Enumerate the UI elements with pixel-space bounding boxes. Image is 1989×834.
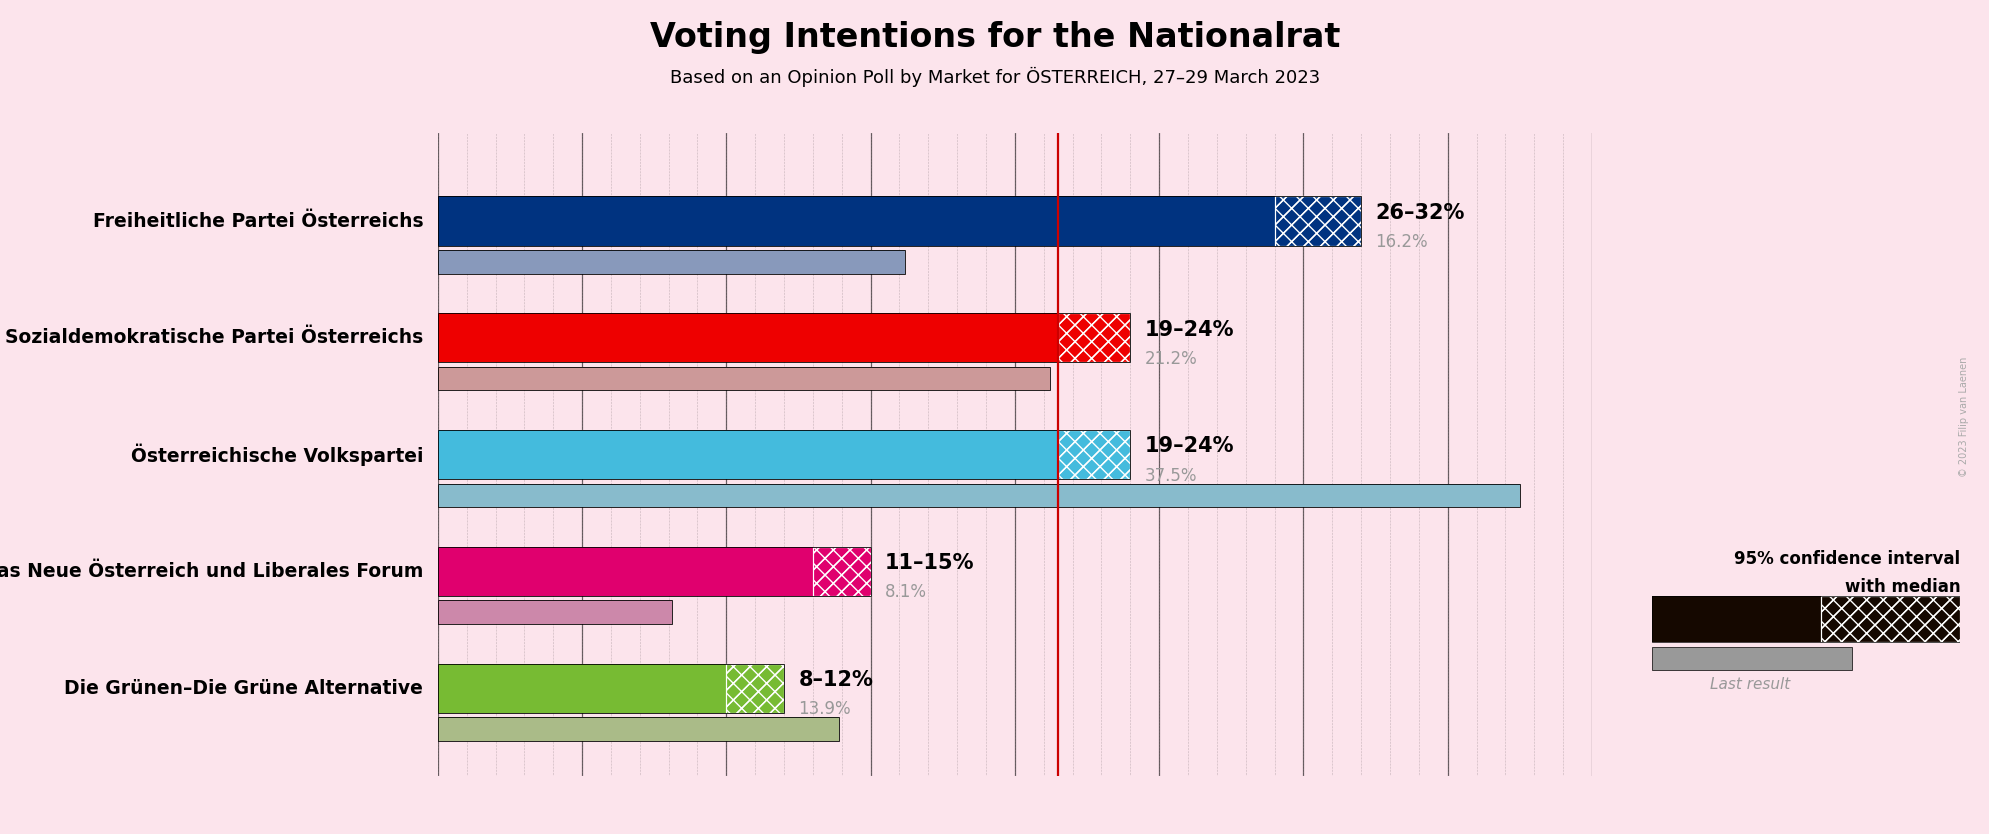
Bar xyxy=(726,664,784,712)
Bar xyxy=(1651,596,1959,642)
Bar xyxy=(814,547,871,595)
Text: 26–32%: 26–32% xyxy=(1374,203,1464,223)
Bar xyxy=(438,664,784,712)
Bar xyxy=(438,547,814,595)
Text: Sozialdemokratische Partei Österreichs: Sozialdemokratische Partei Österreichs xyxy=(6,329,424,347)
Text: Österreichische Volkspartei: Österreichische Volkspartei xyxy=(131,444,424,465)
Bar xyxy=(438,250,905,274)
Bar xyxy=(438,547,871,595)
Text: 8–12%: 8–12% xyxy=(798,670,873,690)
Bar xyxy=(726,664,784,712)
Bar xyxy=(1651,647,1852,670)
Bar xyxy=(1820,596,1959,642)
Bar xyxy=(1058,314,1130,362)
Bar xyxy=(1058,430,1130,479)
Text: 8.1%: 8.1% xyxy=(885,583,927,601)
Text: Freiheitliche Partei Österreichs: Freiheitliche Partei Österreichs xyxy=(93,212,424,230)
Bar xyxy=(1273,197,1360,245)
Text: 21.2%: 21.2% xyxy=(1144,349,1197,368)
Bar xyxy=(1058,314,1130,362)
Text: 95% confidence interval: 95% confidence interval xyxy=(1732,550,1959,569)
Bar xyxy=(438,600,670,624)
Text: 19–24%: 19–24% xyxy=(1144,319,1233,339)
Text: 37.5%: 37.5% xyxy=(1144,466,1197,485)
Text: Based on an Opinion Poll by Market for ÖSTERREICH, 27–29 March 2023: Based on an Opinion Poll by Market for Ö… xyxy=(670,67,1319,87)
Bar xyxy=(1058,430,1130,479)
Text: © 2023 Filip van Laenen: © 2023 Filip van Laenen xyxy=(1957,357,1969,477)
Bar xyxy=(438,717,839,741)
Bar xyxy=(1273,197,1360,245)
Text: 16.2%: 16.2% xyxy=(1374,233,1428,251)
Text: Die Grünen–Die Grüne Alternative: Die Grünen–Die Grüne Alternative xyxy=(64,679,424,697)
Bar xyxy=(726,664,784,712)
Bar xyxy=(438,484,1520,507)
Bar xyxy=(438,197,1273,245)
Bar xyxy=(438,367,1048,390)
Bar xyxy=(1058,430,1130,479)
Bar xyxy=(438,250,905,274)
Bar xyxy=(438,367,1048,390)
Text: Voting Intentions for the Nationalrat: Voting Intentions for the Nationalrat xyxy=(650,21,1339,54)
Bar xyxy=(1058,314,1130,362)
Bar xyxy=(438,197,1360,245)
Bar xyxy=(438,664,726,712)
Text: with median: with median xyxy=(1844,578,1959,596)
Bar xyxy=(814,547,871,595)
Bar xyxy=(438,314,1130,362)
Text: 19–24%: 19–24% xyxy=(1144,436,1233,456)
Bar xyxy=(438,430,1130,479)
Bar xyxy=(438,484,1520,507)
Bar xyxy=(438,717,839,741)
Bar xyxy=(1820,596,1959,642)
Text: NEOS–Das Neue Österreich und Liberales Forum: NEOS–Das Neue Österreich und Liberales F… xyxy=(0,562,424,580)
Bar xyxy=(438,600,670,624)
Text: 11–15%: 11–15% xyxy=(885,553,975,573)
Bar xyxy=(1651,596,1820,642)
Bar xyxy=(1273,197,1360,245)
Text: 13.9%: 13.9% xyxy=(798,700,851,718)
Bar xyxy=(438,430,1058,479)
Bar xyxy=(438,314,1058,362)
Text: Last result: Last result xyxy=(1709,676,1790,691)
Bar xyxy=(814,547,871,595)
Bar xyxy=(1820,596,1959,642)
